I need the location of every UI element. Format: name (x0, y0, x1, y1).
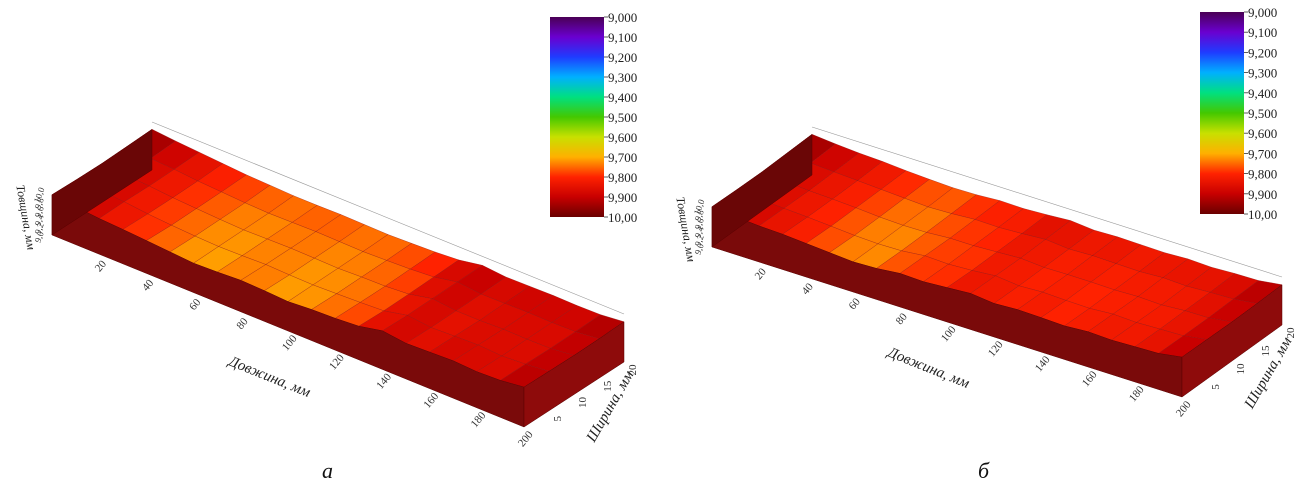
front-wall (711, 206, 1183, 398)
x-tick-label: 80 (894, 311, 911, 328)
colorbar-tick-label: 9,900 (608, 190, 637, 205)
x-tick-label: 200 (1174, 399, 1194, 420)
y-tick-label: 15 (1260, 345, 1272, 357)
colorbar-tick-label: 9,600 (1248, 126, 1277, 141)
colorbar-tick-label: 9,500 (608, 110, 637, 125)
colorbar-tick-label: 9,200 (608, 50, 637, 65)
x-tick-label: 60 (847, 296, 864, 313)
back-edge-line (151, 121, 625, 315)
colorbar-tick-label: 9,100 (608, 30, 637, 45)
y-tick-label: 5 (1210, 384, 1222, 390)
x-axis-label: Довжина, мм (224, 353, 313, 401)
colorbar-tick-label: 9,100 (1248, 25, 1277, 40)
y-tick-label: 20 (627, 364, 639, 376)
x-tick-label: 20 (93, 258, 110, 275)
left-wall (51, 128, 153, 236)
colorbar-tick-label: 9,200 (1248, 45, 1277, 60)
x-axis-label: Довжина, мм (883, 344, 972, 392)
colorbar-tick-label: 9,600 (608, 130, 637, 145)
colorbar-tick-label: 9,900 (1248, 187, 1277, 202)
x-tick-label: 140 (1033, 354, 1053, 375)
surface-plot-a: 20406080100120140160180200510152010,09,8… (13, 10, 639, 449)
colorbar-tick-label: 10,00 (608, 210, 637, 225)
y-tick-label: 10 (577, 397, 589, 409)
colorbar-tick-label: 9,300 (608, 70, 637, 85)
colorbar-tick-label: 9,500 (1248, 106, 1277, 121)
z-tick-label: 9,2 (33, 222, 46, 236)
z-tick-label: 9,4 (693, 225, 706, 239)
y-tick-label: 10 (1235, 363, 1247, 375)
z-tick-label: 9,2 (693, 234, 706, 248)
x-tick-label: 200 (516, 429, 536, 450)
back-edge-line (811, 126, 1283, 278)
z-tick-label: 9,0 (693, 242, 706, 256)
x-tick-label: 100 (939, 324, 959, 345)
x-tick-label: 40 (140, 277, 157, 294)
x-tick-label: 20 (753, 266, 770, 283)
z-tick-label: 9,4 (33, 213, 46, 227)
x-tick-label: 120 (327, 352, 347, 373)
x-tick-label: 120 (986, 339, 1006, 360)
x-tick-label: 100 (280, 333, 300, 354)
colorbar-tick-label: 9,400 (1248, 86, 1277, 101)
colorbar (550, 17, 604, 217)
colorbar-tick-label: 9,000 (1248, 5, 1277, 20)
x-tick-label: 40 (800, 281, 817, 298)
x-tick-label: 160 (1080, 369, 1100, 390)
colorbar-tick-label: 9,700 (608, 150, 637, 165)
x-tick-label: 80 (234, 315, 251, 332)
colorbar-tick-label: 9,000 (608, 10, 637, 25)
colorbar (1200, 12, 1244, 214)
colorbar-tick-label: 9,800 (608, 170, 637, 185)
z-tick-label: 9,6 (693, 216, 706, 230)
colorbar-tick-label: 9,400 (608, 90, 637, 105)
colorbar-tick-label: 9,300 (1248, 66, 1277, 81)
y-tick-label: 15 (602, 380, 614, 392)
x-tick-label: 180 (469, 409, 489, 430)
colorbar-tick-label: 10,00 (1248, 207, 1277, 222)
colorbar-tick-label: 9,800 (1248, 167, 1277, 182)
z-tick-label: 9,0 (33, 230, 46, 244)
panel-label-a: а (322, 458, 333, 483)
right-wall (523, 321, 625, 428)
colorbar-tick-label: 9,700 (1248, 146, 1277, 161)
front-wall (51, 194, 525, 428)
x-tick-label: 160 (421, 390, 441, 411)
y-tick-label: 20 (1285, 327, 1297, 339)
right-wall (1181, 284, 1283, 398)
y-tick-label: 5 (552, 416, 564, 422)
surface-plot-b: 20406080100120140160180200510152010,09,8… (673, 5, 1297, 419)
z-tick-label: 9,6 (33, 204, 46, 218)
z-tick-label: 9,8 (33, 196, 46, 210)
x-tick-label: 180 (1127, 384, 1147, 405)
panel-label-b: б (978, 458, 990, 483)
x-tick-label: 60 (187, 296, 204, 313)
x-tick-label: 140 (374, 371, 394, 392)
z-tick-label: 9,8 (693, 208, 706, 222)
left-wall (711, 133, 813, 248)
